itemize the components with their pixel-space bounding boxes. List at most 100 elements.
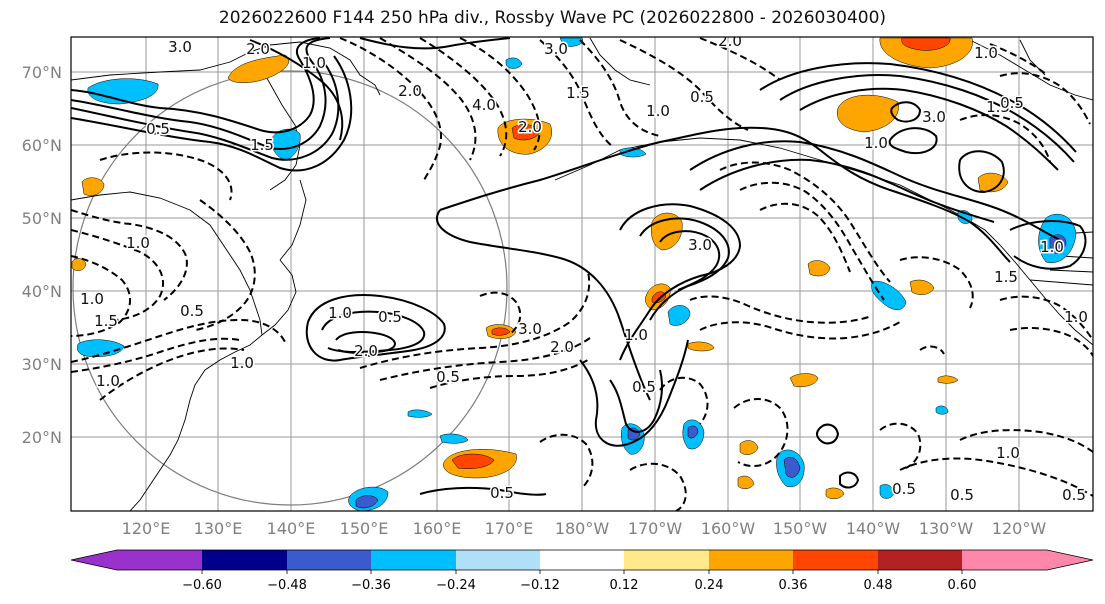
contour-label: 3.0 — [518, 320, 542, 338]
contour-label: 0.5 — [378, 308, 402, 326]
contour-label: 1.5 — [986, 98, 1010, 116]
anomaly-patch — [87, 78, 159, 105]
contour-positive — [1009, 220, 1087, 270]
anomaly-patch — [935, 405, 949, 415]
contour-negative — [989, 43, 1047, 75]
contour-negative — [539, 39, 613, 147]
contour-negative — [619, 39, 749, 131]
contour-label: 0.5 — [690, 88, 714, 106]
contour-positive — [958, 150, 1005, 194]
anomaly-patch — [619, 147, 647, 158]
anomaly-patch — [511, 124, 541, 141]
chart-title: 2026022600 F144 250 hPa div., Rossby Wav… — [218, 8, 887, 28]
contour-positive — [249, 39, 344, 141]
contour-positive — [335, 331, 396, 354]
contour-negative — [733, 398, 789, 468]
anomaly-patch — [667, 305, 691, 326]
anomaly-patch — [937, 375, 959, 384]
contour-label: 2.0 — [354, 342, 378, 360]
contour-label: 3.0 — [168, 38, 192, 56]
anomaly-patch — [807, 260, 831, 277]
contour-negative — [99, 151, 233, 201]
contour-negative — [539, 433, 594, 489]
contour-positive — [609, 369, 663, 433]
contour-negative — [629, 462, 687, 511]
anomaly-patch — [1049, 234, 1067, 254]
contour-label: 1.0 — [80, 290, 104, 308]
contour-label: 1.0 — [646, 102, 670, 120]
lon-tick-label: 130°E — [194, 519, 243, 538]
contour-negative — [739, 181, 885, 301]
colorbar-segment — [962, 550, 1047, 570]
contour-label: 0.5 — [892, 480, 916, 498]
contour-positive — [579, 339, 689, 447]
contour-positive — [305, 294, 446, 362]
lon-tick-label: 140°W — [846, 519, 901, 538]
contour-label: 1.0 — [974, 44, 998, 62]
contour-negative — [379, 337, 591, 381]
map-frame — [70, 36, 1094, 512]
anomaly-patch — [355, 495, 379, 509]
reference-circle — [72, 70, 508, 506]
contour-positive — [639, 217, 730, 321]
contour-negative — [339, 37, 442, 181]
colorbar-segment — [709, 550, 793, 570]
lat-tick-label: 20°N — [22, 428, 62, 447]
contour-label: 2.0 — [398, 82, 422, 100]
contour-label: 0.5 — [490, 484, 514, 502]
contour-labels: 3.0 2.01.00.51.52.03.02.04.01.51.00.53.01… — [79, 37, 1090, 506]
lon-tick-label: 170°E — [485, 519, 534, 538]
contour-negative — [359, 271, 591, 369]
contour-label: 3.0 — [688, 236, 712, 254]
contour-negative — [699, 37, 781, 81]
colorbar-segment — [202, 550, 287, 570]
contour-negative — [759, 202, 851, 273]
lon-tick-label: 180°W — [555, 519, 610, 538]
contour-label: 1.5 — [250, 136, 274, 154]
contour-label: 0.5 — [180, 302, 204, 320]
contour-positive — [359, 37, 511, 50]
colorbar-tick-label: 0.36 — [779, 578, 808, 593]
contour-negative — [999, 295, 1093, 341]
colorbar-segment — [624, 550, 709, 570]
colorbar-tick-label: −0.36 — [351, 578, 391, 593]
anomaly-patch — [836, 94, 899, 133]
contour-positive — [759, 62, 1077, 153]
contour-negative — [999, 72, 1091, 125]
colorbar-tick-label: −0.60 — [182, 578, 222, 593]
contour-positive — [799, 87, 1059, 171]
contour-positive — [659, 230, 721, 291]
contour-positive — [888, 127, 938, 154]
anomaly-patch — [879, 37, 973, 69]
colorbar-segment — [878, 550, 962, 570]
contour-negative — [699, 321, 901, 340]
anomaly-patch — [439, 433, 469, 444]
anomaly-patch — [687, 341, 715, 352]
anomaly-patch — [407, 409, 433, 418]
colorbar-tick-label: 0.12 — [610, 578, 639, 593]
contour-label: 1.0 — [302, 54, 326, 72]
colorbar-tick-label: 0.24 — [695, 578, 724, 593]
contour-negative — [1009, 327, 1093, 357]
colorbar-segment — [287, 550, 371, 570]
contour-label: 0.5 — [632, 378, 656, 396]
contour-negative — [899, 457, 1093, 497]
contour-negative — [99, 347, 245, 401]
anomaly-patch — [227, 54, 290, 83]
anomaly-patch — [737, 475, 755, 489]
contour-label: 1.0 — [230, 354, 254, 372]
contour-positive — [689, 140, 1061, 241]
colorbar-outline — [70, 549, 1094, 571]
contour-label: 2.0 — [550, 338, 574, 356]
map-area: 3.0 2.01.00.51.52.03.02.04.01.51.00.53.01… — [71, 37, 1093, 511]
contour-positive — [890, 101, 922, 123]
lon-tick-label: 170°W — [628, 519, 683, 538]
anomaly-patch — [789, 373, 819, 387]
contour-positive — [419, 486, 547, 496]
contour-positive — [71, 59, 340, 161]
contour-label: 0.5 — [146, 120, 170, 138]
latitude-labels: 70°N 60°N 50°N 40°N 30°N 20°N — [22, 63, 62, 447]
contour-positive — [71, 55, 353, 172]
anomaly-patch — [491, 327, 511, 336]
anomaly-patch — [901, 37, 951, 51]
